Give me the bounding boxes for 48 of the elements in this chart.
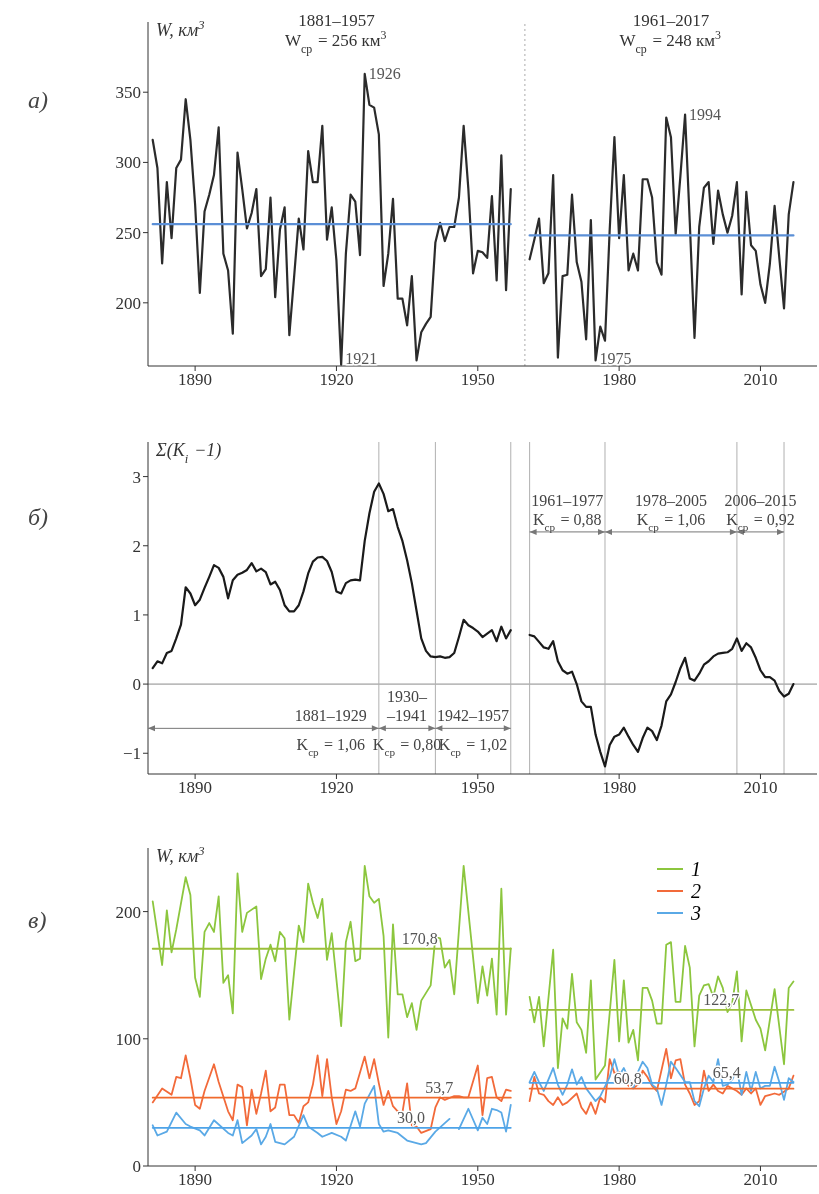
y-axis-title: W, км$^{3}$ (156, 18, 205, 40)
annotation: 170,8 (401, 929, 438, 947)
x-tick-label: 1890 (178, 1170, 213, 1190)
y-axis-title: W, км$^{3}$ (156, 844, 205, 866)
text: а) (28, 87, 48, 113)
x-tick-label: 2010 (743, 778, 778, 798)
x-tick-label: 1980 (602, 1170, 637, 1190)
annotation: 1978–2005 K$_{ср}$ = 1,06 (634, 491, 707, 533)
y-tick-label: 3 (132, 467, 141, 487)
annotation: 1926 (368, 64, 401, 82)
y-tick-label: 100 (115, 1029, 141, 1049)
y-tick-label: 0 (132, 1157, 141, 1177)
y-tick-label: 0 (132, 675, 141, 695)
y-tick-label: 350 (115, 83, 141, 103)
x-tick-label: 1890 (178, 778, 213, 798)
x-tick-label: 1980 (602, 370, 637, 390)
x-tick-label: 1920 (319, 778, 354, 798)
y-axis-title: Σ(K$_{i}$ −1) (155, 440, 222, 466)
x-tick-label: 1950 (460, 778, 495, 798)
annotation: 2006–2015 K$_{ср}$ = 0,92 (724, 491, 797, 533)
text: б) (28, 504, 49, 530)
x-tick-label: 1950 (460, 1170, 495, 1190)
y-tick-label: 1 (132, 605, 141, 625)
annotation: 1975 (599, 349, 632, 367)
y-tick-label: 200 (115, 293, 141, 313)
text: в) (28, 906, 47, 933)
legend-label: 1 (691, 857, 701, 881)
annotation: 1961–1977 K$_{ср}$ = 0,88 (531, 491, 604, 533)
x-tick-label: 1950 (460, 370, 495, 390)
x-tick-label: 1980 (602, 778, 637, 798)
annotation: 1961–2017 W$_{ср}$ = 248 км$^{3}$ (619, 11, 722, 56)
y-tick-label: 2 (132, 536, 141, 556)
annotation: 53,7 (425, 1078, 454, 1096)
annotation: 1921 (345, 349, 378, 367)
annotation: 1881–1957 W$_{ср}$ = 256 км$^{3}$ (284, 11, 387, 56)
x-tick-label: 2010 (743, 370, 778, 390)
x-tick-label: 1920 (319, 1170, 354, 1190)
x-tick-label: 1890 (178, 370, 213, 390)
x-tick-label: 2010 (743, 1170, 778, 1190)
y-tick-label: 200 (115, 902, 141, 922)
legend-label: 2 (691, 879, 701, 903)
annotation: 1881–1929 K$_{ср}$ = 1,06 (294, 707, 367, 759)
y-tick-label: 250 (115, 223, 141, 243)
y-tick-label: 300 (115, 153, 141, 173)
legend-label: 3 (691, 901, 701, 925)
x-tick-label: 1920 (319, 370, 354, 390)
y-tick-label: −1 (122, 744, 141, 764)
annotation: 1994 (689, 105, 722, 123)
